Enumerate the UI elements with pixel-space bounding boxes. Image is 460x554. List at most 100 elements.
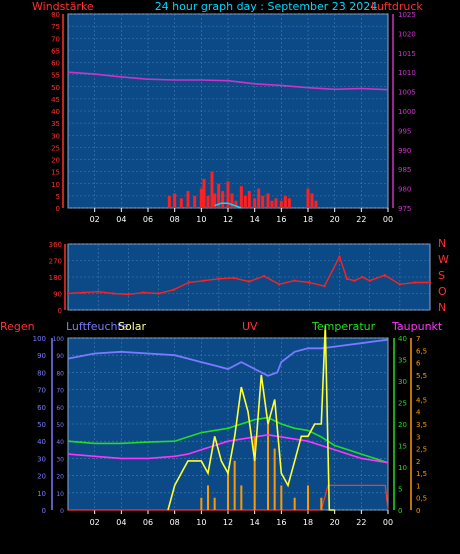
- direction-point: [323, 284, 326, 288]
- y-left-tick-label: 15: [51, 169, 60, 177]
- y-left-tick-label: 50: [51, 84, 60, 92]
- wind-bar: [270, 200, 274, 208]
- wind-bar: [217, 183, 221, 208]
- uv-bar: [293, 497, 296, 510]
- wind-bar: [226, 181, 230, 208]
- y-left-tick-label: 70: [51, 35, 60, 43]
- wind-bar: [310, 193, 314, 208]
- y-right-tick-label: 1025: [398, 11, 416, 19]
- y-regen-tick-label: 0: [42, 507, 46, 515]
- y-right-tick-label: 1020: [398, 30, 416, 38]
- x-tick-label: 06: [143, 518, 153, 527]
- wind-bar: [247, 191, 251, 208]
- y-uv-tick-label: 6,5: [416, 347, 427, 355]
- y-humidity-tick-label: 60: [56, 405, 64, 412]
- y-regen-tick-label: 50: [37, 421, 46, 429]
- x-tick-label: 06: [143, 215, 153, 224]
- humidity-line: [67, 338, 389, 377]
- y-right-tick-label: 985: [398, 166, 411, 174]
- wind-bar: [283, 195, 287, 208]
- uv-bar: [273, 448, 276, 510]
- y-right-tick-label: 980: [398, 186, 411, 194]
- wind-bar: [206, 195, 210, 208]
- y-regen-tick-label: 20: [37, 473, 46, 481]
- direction-point: [247, 280, 251, 283]
- y-uv-tick-label: 0: [416, 507, 420, 515]
- direction-point: [338, 255, 341, 259]
- legend-solar: Solar: [118, 320, 147, 333]
- wind-pressure-series: [67, 71, 389, 209]
- direction-point: [217, 277, 221, 281]
- y-humidity-tick-label: 10: [56, 491, 64, 498]
- y-temp-tick-label: 40: [398, 335, 407, 343]
- compass-label: W: [438, 253, 449, 266]
- direction-point: [187, 281, 190, 284]
- y-left-tick-label: 45: [51, 96, 60, 104]
- wind-bar: [314, 200, 318, 208]
- uv-bar: [200, 497, 203, 510]
- direction-point: [127, 293, 130, 296]
- wind-bar: [186, 191, 190, 208]
- direction-point: [428, 281, 432, 284]
- uv-bar: [233, 460, 236, 510]
- y-humidity-tick-label: 20: [56, 474, 64, 481]
- wind-bar: [274, 198, 278, 208]
- wind-bar: [167, 195, 171, 208]
- uv-bar: [253, 436, 256, 510]
- y-humidity-tick-label: 100: [53, 336, 65, 343]
- wind-bar: [202, 178, 206, 208]
- wind-bar: [199, 188, 203, 208]
- y-uv-tick-label: 5,5: [416, 372, 427, 380]
- legend-taupunkt: Taupunkt: [391, 320, 443, 333]
- y-temp-tick-label: 10: [398, 464, 407, 472]
- y-regen-tick-label: 90: [37, 352, 46, 360]
- y-temp-tick-label: 0: [398, 507, 402, 515]
- y-right-tick-label: 990: [398, 147, 411, 155]
- direction-point: [360, 275, 364, 279]
- y-humidity-tick-label: 0: [60, 508, 64, 515]
- direction-point: [383, 273, 386, 277]
- x-tick-label: 22: [356, 215, 366, 224]
- y-temp-tick-label: 30: [398, 378, 407, 386]
- legend-temperatur: Temperatur: [311, 320, 376, 333]
- y-left-tick-label: 25: [51, 144, 60, 152]
- x-tick-label: 04: [116, 215, 126, 224]
- chart-title: 24 hour graph day : September 23 2024: [155, 0, 378, 13]
- wind-bar: [266, 193, 270, 208]
- y-left-tick-label: 35: [51, 120, 60, 128]
- direction-point: [368, 279, 371, 282]
- y-left-tick-label: 80: [51, 11, 60, 19]
- y-regen-tick-label: 40: [37, 438, 46, 446]
- y-uv-tick-label: 1: [416, 482, 420, 490]
- y-right-tick-label: 1005: [398, 89, 416, 97]
- right-label-luftdruck: Luftdruck: [371, 0, 423, 13]
- y-regen-tick-label: 80: [37, 369, 46, 377]
- compass-label: S: [438, 269, 445, 282]
- x-tick-label: 20: [330, 215, 340, 224]
- y-left-tick-label: 0: [56, 205, 60, 213]
- y-regen-tick-label: 30: [37, 455, 46, 463]
- wind-bar: [279, 200, 283, 208]
- direction-point: [112, 292, 115, 295]
- legend-regen: Regen: [0, 320, 35, 333]
- y-uv-tick-label: 3,5: [416, 421, 427, 429]
- x-tick-label: 00: [383, 518, 393, 527]
- y-temp-tick-label: 5: [398, 486, 402, 494]
- y-temp-tick-label: 25: [398, 400, 407, 408]
- gust-line: [214, 202, 242, 209]
- y-humidity-tick-label: 40: [56, 439, 64, 446]
- temperature-line: [67, 416, 389, 464]
- y-dir-tick-label: 270: [49, 258, 62, 266]
- y-left-tick-label: 10: [51, 181, 60, 189]
- y-right-tick-label: 1000: [398, 108, 416, 116]
- x-tick-label: 04: [116, 518, 126, 527]
- x-tick-label: 20: [330, 518, 340, 527]
- wind-bar: [193, 195, 197, 208]
- wind-bar: [243, 195, 247, 208]
- x-tick-label: 22: [356, 518, 366, 527]
- uv-bar: [240, 485, 243, 510]
- y-dir-tick-label: 180: [49, 274, 62, 282]
- direction-point: [172, 288, 175, 292]
- x-tick-label: 00: [383, 215, 393, 224]
